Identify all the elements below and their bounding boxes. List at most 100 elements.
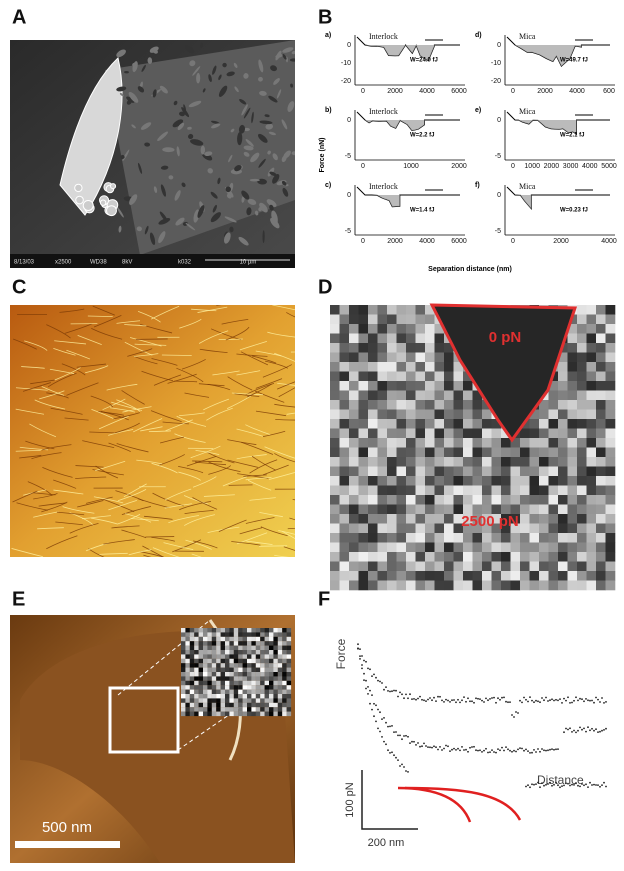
inset-pixel xyxy=(247,659,252,664)
image-info: k032 xyxy=(178,260,192,266)
map-cell xyxy=(340,524,350,534)
inset-pixel xyxy=(199,650,204,655)
debris xyxy=(75,184,82,191)
map-cell xyxy=(387,505,397,515)
data-dot xyxy=(583,728,585,730)
map-cell xyxy=(416,419,426,429)
map-cell xyxy=(425,457,435,467)
map-cell xyxy=(397,486,407,496)
inset-pixel xyxy=(221,632,226,637)
map-cell xyxy=(378,457,388,467)
inset-pixel xyxy=(181,668,186,673)
map-cell xyxy=(359,448,369,458)
map-cell xyxy=(549,524,559,534)
inset-pixel xyxy=(185,632,190,637)
data-dot xyxy=(359,658,361,660)
surface-label: Interlock xyxy=(369,107,398,116)
map-cell xyxy=(406,362,416,372)
inset-pixel xyxy=(265,641,270,646)
data-dot xyxy=(511,751,513,753)
map-cell xyxy=(340,467,350,477)
map-cell xyxy=(454,581,464,591)
data-dot xyxy=(489,698,491,700)
map-cell xyxy=(520,476,530,486)
map-cell xyxy=(577,362,587,372)
inset-pixel xyxy=(181,672,186,677)
map-cell xyxy=(425,315,435,325)
map-cell xyxy=(387,315,397,325)
inset-pixel xyxy=(287,694,292,699)
map-cell xyxy=(387,533,397,543)
map-cell xyxy=(435,476,445,486)
map-cell xyxy=(511,571,521,581)
y-tick-label: 0 xyxy=(347,117,351,124)
map-cell xyxy=(558,552,568,562)
inset-pixel xyxy=(243,690,248,695)
x-tick-label: 600 xyxy=(603,88,615,95)
inset-pixel xyxy=(287,650,292,655)
map-cell xyxy=(444,571,454,581)
inset-pixel xyxy=(273,698,278,703)
map-cell xyxy=(340,334,350,344)
map-cell xyxy=(406,343,416,353)
inset-pixel xyxy=(190,672,195,677)
inset-pixel xyxy=(216,681,221,686)
inset-pixel xyxy=(251,672,256,677)
map-cell xyxy=(549,410,559,420)
inset-pixel xyxy=(269,659,274,664)
inset-pixel xyxy=(190,694,195,699)
inset-pixel xyxy=(251,694,256,699)
inset-pixel xyxy=(203,637,208,642)
map-cell xyxy=(368,305,378,315)
map-cell xyxy=(330,438,340,448)
map-cell xyxy=(340,476,350,486)
map-cell xyxy=(444,438,454,448)
inset-pixel xyxy=(282,637,287,642)
map-cell xyxy=(425,543,435,553)
inset-pixel xyxy=(256,637,260,642)
inset-pixel xyxy=(287,681,292,686)
data-dot xyxy=(605,728,607,730)
inset-pixel xyxy=(221,676,226,681)
map-cell xyxy=(587,353,597,363)
map-cell xyxy=(435,343,445,353)
map-cell xyxy=(359,514,369,524)
data-dot xyxy=(539,786,541,788)
map-cell xyxy=(587,581,597,591)
map-cell xyxy=(463,495,473,505)
map-cell xyxy=(435,457,445,467)
map-cell xyxy=(330,362,340,372)
fibril xyxy=(216,301,243,305)
data-dot xyxy=(537,782,539,784)
data-dot xyxy=(443,701,445,703)
map-cell xyxy=(501,486,511,496)
x-axis-label: Separation distance (nm) xyxy=(428,266,512,273)
map-cell xyxy=(463,552,473,562)
map-cell xyxy=(549,457,559,467)
map-cell xyxy=(349,324,359,334)
map-cell xyxy=(577,334,587,344)
inset-pixel xyxy=(194,707,199,712)
data-dot xyxy=(553,784,555,786)
inset-pixel xyxy=(181,628,186,633)
data-dot xyxy=(575,783,577,785)
map-cell xyxy=(425,334,435,344)
map-cell xyxy=(435,410,445,420)
map-cell xyxy=(568,562,578,572)
map-cell xyxy=(511,476,521,486)
map-cell xyxy=(368,419,378,429)
map-cell xyxy=(387,457,397,467)
inset-pixel xyxy=(199,632,204,637)
y-tick-label: -10 xyxy=(491,60,501,67)
map-cell xyxy=(520,486,530,496)
inset-pixel xyxy=(243,703,248,708)
inset-pixel xyxy=(234,668,239,673)
data-dot xyxy=(419,696,421,698)
data-dot xyxy=(549,782,551,784)
map-cell xyxy=(558,391,568,401)
map-cell xyxy=(549,467,559,477)
data-dot xyxy=(589,729,591,731)
map-cell xyxy=(387,372,397,382)
data-dot xyxy=(533,749,535,751)
inset-pixel xyxy=(194,690,199,695)
